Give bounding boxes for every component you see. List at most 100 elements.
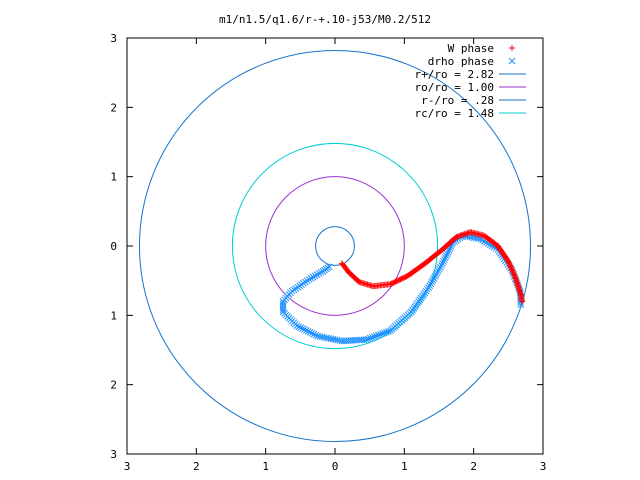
x-tick-label: 3 [124,460,131,473]
y-tick-label: 0 [110,240,117,253]
reference-circles [138,49,532,443]
drho-phase-point [442,252,450,260]
drho-phase-point [315,270,323,277]
drho-phase-point [426,282,434,290]
drho-phase-point [309,273,317,281]
x-tick-label: 2 [470,460,477,473]
y-tick-label: 3 [110,32,117,45]
drho-phase-point [297,324,305,331]
drho-phase-point [279,306,287,314]
w-phase-point [506,260,513,267]
drho-phase-point [311,272,319,280]
legend-label: ro/ro = 1.00 [415,81,494,94]
drho-phase-point [368,333,376,341]
reference-circle [265,176,405,316]
drho-phase-point [429,276,437,284]
drho-phase-point [475,235,482,242]
w-phase-point [509,268,516,275]
w-phase-point [508,264,515,271]
drho-phase-point [379,330,386,337]
w-phase-point [505,259,512,266]
drho-phase-point [374,331,382,339]
y-tick-labels: 3 2 1 0 1 2 3 [110,32,117,461]
drho-phase-point [293,322,301,330]
x-tick-label: 0 [332,460,339,473]
drho-phase-point [517,301,525,309]
drho-phase-point [438,261,445,269]
drho-phase-point [381,329,388,337]
drho-phase-point [427,280,435,288]
legend-marker [509,45,515,51]
drho-phase-point [441,256,448,263]
drho-phase-point [385,327,392,335]
w-phase-point [509,267,516,274]
drho-phase-point [425,284,432,291]
x-tick-label: 1 [401,460,408,473]
drho-phase-point [435,265,443,273]
drho-phase-point [372,332,380,340]
drho-phase-point [312,331,320,339]
drho-phase-point [301,326,308,333]
drho-phase-point [431,273,439,280]
drho-phase-point [432,271,440,278]
drho-phase-point [307,274,315,282]
w-phase-point [504,257,511,264]
axis-ticks [126,37,544,455]
w-phase-point [511,272,518,279]
drho-phase-point [443,250,451,258]
w-phase-point [510,270,517,277]
reference-circle [231,142,439,350]
x-tick-labels: 3 2 1 0 1 2 3 [124,460,547,473]
w-phase-point [507,263,514,270]
drho-phase-point [308,329,316,337]
w-phase-point [505,258,512,265]
y-tick-label: 3 [110,448,117,461]
y-tick-label: 2 [110,101,117,114]
chart-title: m1/n1.5/q1.6/r-+.10-j53/M0.2/512 [219,13,431,26]
drho-phase-point [306,328,314,336]
drho-phase-point [383,328,390,336]
drho-phase-point [304,328,312,335]
drho-phase-point [434,267,442,275]
drho-phase-point [428,278,436,286]
drho-phase-point [436,263,444,271]
legend-label: r+/ro = 2.82 [415,68,494,81]
x-tick-label: 3 [540,460,547,473]
legend-label: W phase [448,42,494,55]
drho-phase-point [364,335,372,343]
drho-phase-point [441,254,449,262]
drho-phase-point [305,276,313,283]
drho-phase-point [313,271,321,279]
drho-phase-series [279,232,525,345]
drho-phase-point [430,274,438,282]
drho-phase-point [310,330,318,338]
drho-phase-point [299,325,306,332]
w-phase-point [507,262,514,269]
x-tick-label: 2 [193,460,200,473]
drho-phase-point [444,248,452,256]
drho-phase-point [295,323,303,331]
legend-label: drho phase [428,55,494,68]
y-tick-label: 1 [110,171,117,184]
drho-phase-point [302,327,310,334]
reference-circle [315,226,355,266]
w-phase-point [511,271,518,278]
drho-phase-point [370,333,378,340]
y-tick-label: 1 [110,309,117,322]
w-phase-point [519,298,526,305]
w-phase-point [508,266,515,273]
drho-phase-point [362,336,370,343]
y-tick-label: 2 [110,379,117,392]
drho-phase-point [433,269,441,277]
legend-label: rc/ro = 1.48 [415,107,494,120]
drho-phase-point [440,258,447,265]
legend-label: r-/ro = .28 [421,94,494,107]
drho-phase-point [439,259,446,267]
drho-phase-point [317,268,325,276]
drho-phase-point [366,334,374,342]
drho-phase-point [377,330,384,338]
legend-marker [508,57,516,65]
w-phase-series [338,229,526,305]
